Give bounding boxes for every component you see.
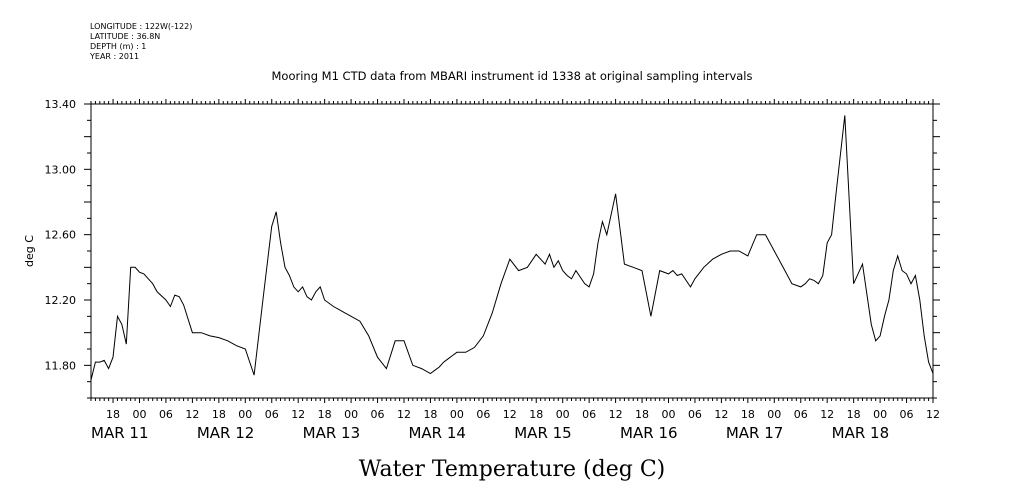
x-day-label: MAR 14 — [408, 424, 465, 442]
depth-text: DEPTH (m) : 1 — [90, 42, 147, 51]
x-hour-tick-label: 18 — [318, 408, 332, 421]
x-hour-tick-label: 06 — [265, 408, 279, 421]
x-hour-tick-label: 00 — [238, 408, 252, 421]
x-hour-tick-label: 06 — [476, 408, 490, 421]
x-day-label: MAR 18 — [832, 424, 889, 442]
axis-ticks — [84, 99, 940, 403]
x-hour-tick-label: 12 — [503, 408, 517, 421]
x-hour-tick-label: 00 — [767, 408, 781, 421]
x-day-label: MAR 16 — [620, 424, 677, 442]
x-day-label: MAR 12 — [197, 424, 254, 442]
x-hour-tick-label: 18 — [635, 408, 649, 421]
x-hour-tick-label: 12 — [820, 408, 834, 421]
x-day-label: MAR 15 — [514, 424, 571, 442]
x-hour-tick-label: 12 — [926, 408, 940, 421]
x-hour-tick-label: 00 — [344, 408, 358, 421]
x-hour-tick-label: 06 — [582, 408, 596, 421]
x-hour-tick-label: 18 — [212, 408, 226, 421]
latitude-text: LATITUDE : 36.8N — [90, 32, 161, 41]
x-hour-tick-label: 12 — [185, 408, 199, 421]
x-hour-tick-label: 12 — [397, 408, 411, 421]
x-day-label: MAR 11 — [91, 424, 148, 442]
y-tick-label: 12.20 — [45, 294, 77, 307]
y-axis-label: deg C — [23, 235, 36, 267]
x-hour-tick-label: 06 — [794, 408, 808, 421]
x-day-label: MAR 13 — [303, 424, 360, 442]
x-hour-tick-label: 12 — [714, 408, 728, 421]
x-hour-tick-label: 12 — [609, 408, 623, 421]
x-day-label: MAR 17 — [726, 424, 783, 442]
x-hour-tick-label: 00 — [450, 408, 464, 421]
axis-labels: 18 00 06 12 18 00 06 12 18 00 06 12 18 00 06 12 18 00 06 12… — [45, 98, 941, 442]
y-tick-label: 13.40 — [45, 98, 77, 111]
x-hour-tick-label: 00 — [132, 408, 146, 421]
x-hour-tick-label: 18 — [741, 408, 755, 421]
plot-frame — [90, 103, 934, 399]
chart-title: Mooring M1 CTD data from MBARI instrumen… — [272, 69, 753, 83]
year-text: YEAR : 2011 — [90, 52, 140, 61]
x-hour-tick-label: 06 — [688, 408, 702, 421]
x-hour-tick-label: 00 — [661, 408, 675, 421]
x-hour-tick-label: 18 — [423, 408, 437, 421]
x-hour-tick-label: 18 — [847, 408, 861, 421]
x-hour-tick-label: 12 — [291, 408, 305, 421]
x-hour-tick-label: 18 — [106, 408, 120, 421]
longitude-text: LONGITUDE : 122W(-122) — [90, 22, 193, 31]
y-tick-label: 12.60 — [45, 229, 77, 242]
y-tick-label: 11.80 — [45, 359, 77, 372]
x-hour-tick-label: 06 — [159, 408, 173, 421]
x-axis-label: Water Temperature (deg C) — [359, 457, 666, 482]
water-temperature-line — [90, 115, 934, 381]
x-hour-tick-label: 18 — [529, 408, 543, 421]
x-hour-tick-label: 00 — [556, 408, 570, 421]
x-hour-tick-label: 00 — [873, 408, 887, 421]
y-tick-label: 13.00 — [45, 163, 77, 176]
location-metadata: LONGITUDE : 122W(-122) LATITUDE : 36.8N … — [90, 22, 192, 62]
x-hour-tick-label: 06 — [371, 408, 385, 421]
x-hour-tick-label: 06 — [900, 408, 914, 421]
